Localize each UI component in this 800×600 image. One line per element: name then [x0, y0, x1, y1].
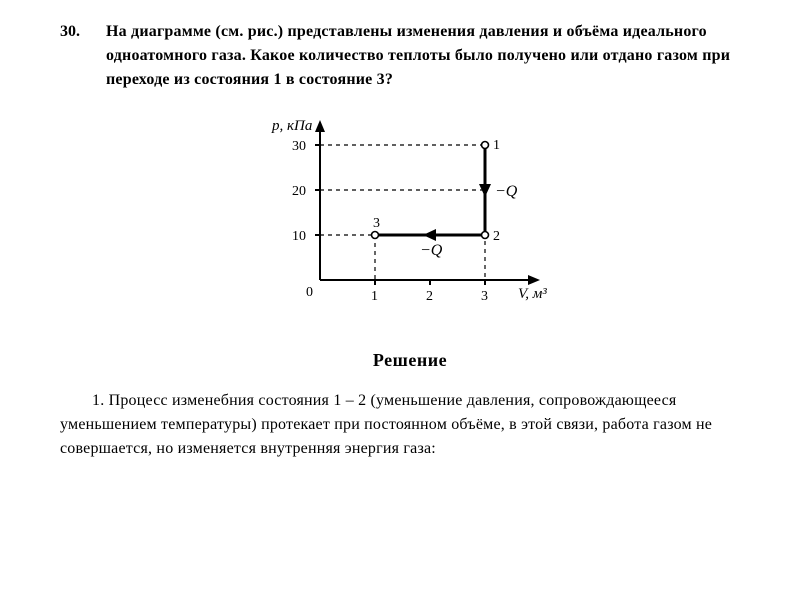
svg-text:1: 1 [493, 138, 500, 153]
svg-text:3: 3 [373, 216, 380, 231]
svg-text:p, кПа: p, кПа [271, 118, 312, 134]
svg-text:10: 10 [292, 229, 306, 244]
svg-text:3: 3 [481, 289, 488, 304]
pv-diagram: p, кПа V, м³ 0 10 20 30 1 2 3 1 2 3 −Q −Q [260, 110, 560, 320]
problem-text: На диаграмме (см. рис.) представлены изм… [106, 20, 760, 92]
svg-text:2: 2 [493, 229, 500, 244]
solution-heading: Решение [60, 350, 760, 371]
svg-text:30: 30 [292, 139, 306, 154]
solution-paragraph-1: 1. Процесс изменебния состояния 1 – 2 (у… [60, 389, 760, 461]
problem-block: 30. На диаграмме (см. рис.) представлены… [60, 20, 760, 92]
svg-text:−Q: −Q [495, 183, 518, 200]
svg-text:0: 0 [306, 285, 313, 300]
svg-text:V, м³: V, м³ [518, 286, 547, 302]
svg-text:2: 2 [426, 289, 433, 304]
svg-text:20: 20 [292, 184, 306, 199]
problem-number: 30. [60, 20, 88, 44]
svg-text:−Q: −Q [420, 242, 443, 259]
chart-container: p, кПа V, м³ 0 10 20 30 1 2 3 1 2 3 −Q −Q [60, 110, 760, 320]
svg-text:1: 1 [371, 289, 378, 304]
